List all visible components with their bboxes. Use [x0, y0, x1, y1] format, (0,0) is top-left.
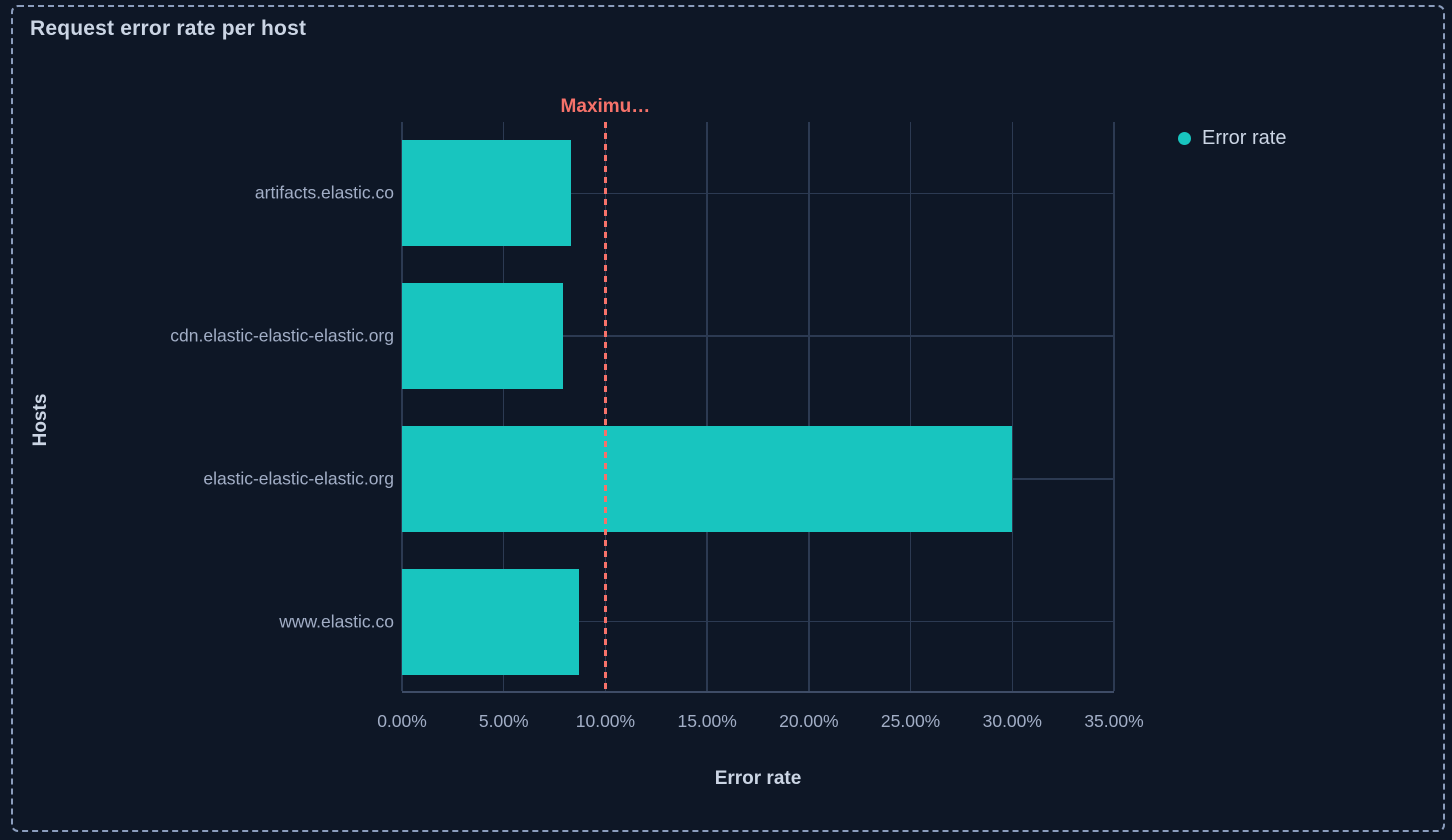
x-axis-title: Error rate — [714, 768, 802, 789]
panel-title: Request error rate per host — [30, 17, 307, 40]
error-rate-bar[interactable] — [402, 425, 1013, 532]
gridline-vertical — [706, 122, 708, 691]
y-axis-category-label: elastic-elastic-elastic.org — [203, 468, 394, 489]
gridline-vertical — [808, 122, 810, 691]
x-axis-tick-label: 5.00% — [478, 711, 529, 731]
gridline-vertical — [401, 122, 403, 691]
x-axis-tick-label: 10.00% — [575, 711, 636, 731]
gridline-vertical — [1011, 122, 1014, 691]
error-rate-bar[interactable] — [402, 568, 579, 675]
y-axis-category-label: cdn.elastic-elastic-elastic.org — [170, 325, 394, 346]
plot-area — [401, 122, 1115, 693]
x-axis-tick-label: 15.00% — [677, 711, 737, 731]
x-axis-tick-label: 20.00% — [779, 711, 839, 731]
legend-item-label: Error rate — [1202, 126, 1287, 149]
gridline-horizontal — [402, 192, 1114, 195]
y-axis-category-label: artifacts.elastic.co — [254, 182, 394, 203]
x-axis-tick-label: 0.00% — [377, 711, 427, 731]
error-rate-bar[interactable] — [402, 283, 563, 390]
gridline-horizontal — [402, 620, 1114, 623]
legend-color-dot — [1178, 131, 1191, 145]
x-axis-tick-label: 30.00% — [982, 711, 1042, 731]
threshold-line — [603, 122, 607, 691]
gridline-vertical — [909, 122, 912, 691]
x-axis-tick-labels: 0.00% 5.00% 10.00% 15.00% 20.00% 25.00% 30.00%… — [377, 711, 1143, 735]
y-axis-category-label: www.elastic.co — [279, 611, 394, 632]
legend-item-error-rate[interactable]: Error rate — [1178, 124, 1286, 152]
error-rate-bar[interactable] — [402, 140, 571, 247]
y-axis-labels: artifacts.elastic.co cdn.elastic-elastic-… — [0, 122, 394, 693]
x-axis-tick-label: 35.00% — [1084, 711, 1144, 731]
gridline-vertical — [1113, 122, 1115, 691]
x-axis-tick-label: 25.00% — [880, 711, 941, 731]
gridline-vertical — [502, 122, 505, 691]
gridline-horizontal — [402, 335, 1114, 337]
threshold-annotation-label[interactable]: Maximu… — [560, 96, 651, 117]
